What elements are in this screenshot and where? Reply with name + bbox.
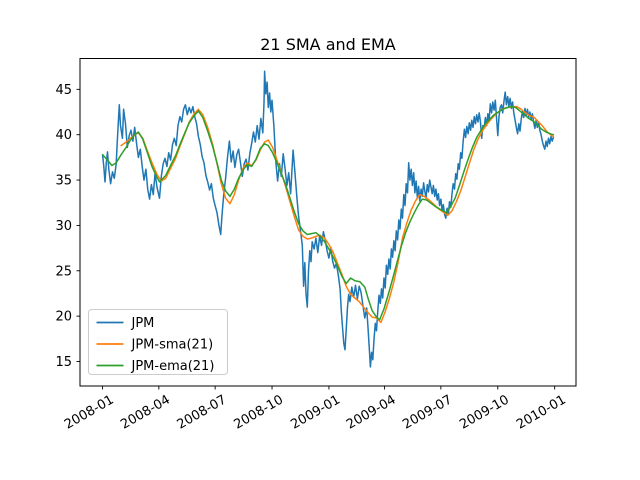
- x-tick-label: 2008-10: [231, 392, 286, 432]
- plot-area: [101, 70, 555, 368]
- x-tick-label: 2009-04: [344, 392, 399, 432]
- series-line-JPM-sma(21): [120, 105, 555, 324]
- x-tick-label: 2008-01: [62, 392, 117, 432]
- legend-label-JPM: JPM: [131, 316, 155, 331]
- legend-box: [88, 309, 228, 375]
- y-tick-label: 45: [55, 83, 72, 98]
- chart-title: 21 SMA and EMA: [260, 35, 396, 54]
- series-line-JPM-ema(21): [101, 105, 555, 321]
- x-tick-label: 2009-10: [457, 392, 512, 432]
- y-tick-label: 30: [55, 219, 72, 234]
- legend-label-JPM-sma(21): JPM-sma(21): [131, 338, 214, 353]
- y-tick-label: 20: [55, 310, 72, 325]
- x-tick-label: 2009-01: [288, 392, 343, 432]
- y-tick-label: 15: [55, 355, 72, 370]
- series-line-JPM: [101, 70, 555, 368]
- axes: 15 20 25 30 35 40 45 2008-01 2008-04 2008-07 2008-…: [55, 58, 577, 433]
- x-tick-label: 2009-07: [400, 392, 455, 432]
- legend: JPM JPM-sma(21) JPM-ema(21): [88, 309, 228, 375]
- y-tick-label: 35: [55, 174, 72, 189]
- y-tick-label: 25: [55, 264, 72, 279]
- legend-label-JPM-ema(21): JPM-ema(21): [131, 359, 215, 374]
- axes-spines: [79, 58, 577, 387]
- x-tick-label: 2010-01: [514, 392, 569, 432]
- y-tick-label: 40: [55, 128, 72, 143]
- x-tick-label: 2008-07: [175, 392, 230, 432]
- x-tick-label: 2008-04: [118, 392, 173, 432]
